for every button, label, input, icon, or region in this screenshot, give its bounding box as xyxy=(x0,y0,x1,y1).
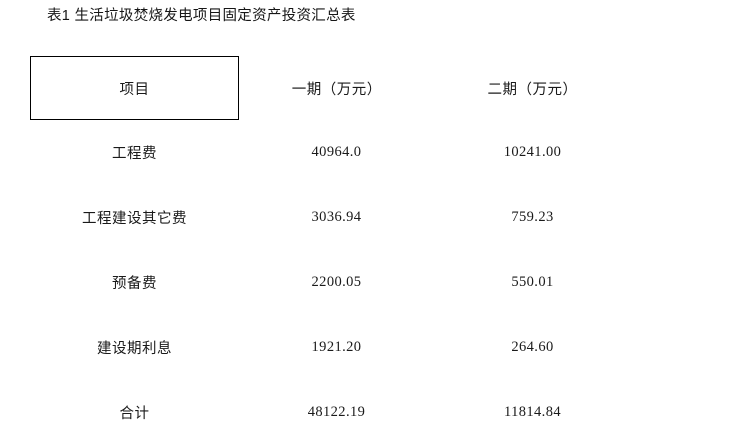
table-row-total: 合计 48122.19 11814.84 xyxy=(31,380,631,445)
row-phase1-value: 1921.20 xyxy=(239,315,435,380)
row-phase1-value: 40964.0 xyxy=(239,120,435,186)
table-row: 建设期利息 1921.20 264.60 xyxy=(31,315,631,380)
row-phase1-value: 2200.05 xyxy=(239,250,435,315)
row-phase2-value: 759.23 xyxy=(435,185,631,250)
row-phase2-value: 264.60 xyxy=(435,315,631,380)
column-header-item: 项目 xyxy=(31,57,239,120)
row-label: 工程建设其它费 xyxy=(31,185,239,250)
row-phase2-value: 10241.00 xyxy=(435,120,631,186)
column-header-phase1: 一期（万元） xyxy=(239,57,435,120)
row-label: 预备费 xyxy=(31,250,239,315)
row-label: 工程费 xyxy=(31,120,239,186)
row-phase2-value: 550.01 xyxy=(435,250,631,315)
table-row: 预备费 2200.05 550.01 xyxy=(31,250,631,315)
table-body: 工程费 40964.0 10241.00 工程建设其它费 3036.94 759… xyxy=(31,120,631,445)
column-header-phase2: 二期（万元） xyxy=(435,57,631,120)
row-phase1-value: 48122.19 xyxy=(239,380,435,445)
table-header: 项目 一期（万元） 二期（万元） xyxy=(31,57,631,120)
table-row: 工程费 40964.0 10241.00 xyxy=(31,120,631,186)
row-label: 建设期利息 xyxy=(31,315,239,380)
fixed-asset-investment-table: 项目 一期（万元） 二期（万元） 工程费 40964.0 10241.00 工程… xyxy=(30,56,631,445)
row-phase2-value: 11814.84 xyxy=(435,380,631,445)
row-phase1-value: 3036.94 xyxy=(239,185,435,250)
table-caption: 表1 生活垃圾焚烧发电项目固定资产投资汇总表 xyxy=(47,7,356,26)
table-row: 工程建设其它费 3036.94 759.23 xyxy=(31,185,631,250)
table-header-row: 项目 一期（万元） 二期（万元） xyxy=(31,57,631,120)
row-label: 合计 xyxy=(31,380,239,445)
